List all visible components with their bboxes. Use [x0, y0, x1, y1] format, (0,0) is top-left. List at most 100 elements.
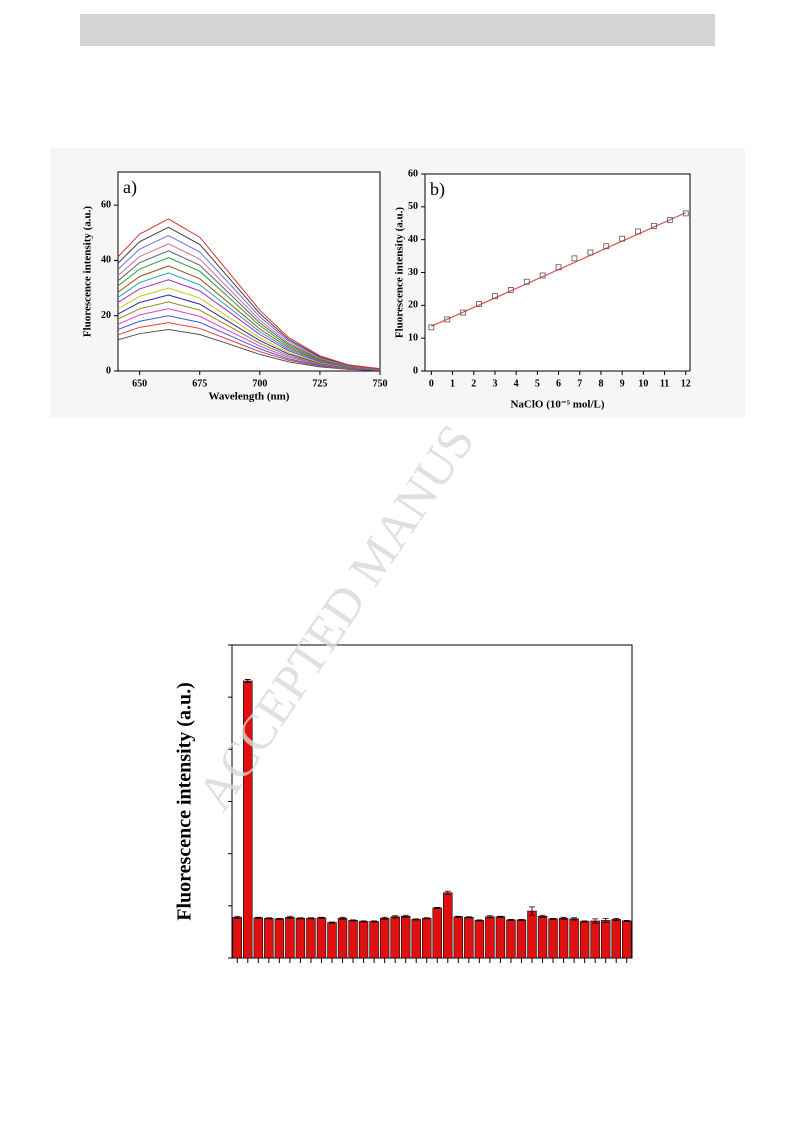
x-tick-label: 12	[681, 378, 691, 389]
data-point	[682, 210, 689, 217]
data-point	[444, 316, 451, 323]
bar	[316, 917, 327, 959]
spectrum-line	[117, 226, 381, 370]
bar	[232, 917, 242, 959]
y-axis-label: Fluorescence intensity (a.u.)	[82, 206, 94, 338]
error-bar	[613, 917, 620, 921]
error-bar	[276, 917, 283, 920]
y-tick-label: 40	[408, 234, 418, 245]
y-tick-label: 50	[408, 201, 418, 212]
bar	[285, 917, 295, 959]
bar	[422, 918, 432, 959]
data-point	[476, 301, 482, 307]
bar	[537, 915, 548, 959]
bar	[411, 919, 421, 959]
bar	[432, 907, 442, 959]
data-point	[555, 264, 562, 271]
y-tick-label: 60	[101, 199, 111, 210]
y-tick-label: 10	[408, 332, 418, 343]
error-bar	[571, 917, 578, 921]
x-tick-label: 725	[312, 378, 327, 389]
error-bar	[413, 918, 420, 921]
bar	[327, 922, 337, 959]
error-bar	[539, 914, 546, 918]
error-bar	[455, 915, 462, 918]
y-tick-label: 0	[413, 365, 418, 376]
x-tick-label: 9	[620, 378, 625, 389]
bar	[295, 918, 306, 959]
x-tick-label: 750	[373, 378, 388, 389]
y-tick-label: 20	[408, 300, 418, 311]
spectrum-line	[117, 243, 381, 370]
error-bar	[286, 915, 293, 919]
x-axis-label: Wavelength (nm)	[209, 391, 290, 403]
bar	[264, 918, 274, 959]
error-bar	[592, 918, 599, 924]
x-tick-label: 11	[660, 378, 669, 389]
data-point	[539, 272, 546, 279]
x-tick-label: 10	[638, 378, 648, 389]
error-bar	[402, 914, 409, 918]
x-tick-label: 7	[577, 378, 582, 389]
error-bar	[392, 915, 399, 919]
y-tick-label: 40	[101, 255, 111, 266]
error-bar	[560, 916, 567, 920]
error-bar	[350, 919, 357, 922]
bar	[369, 921, 379, 959]
spectrum-line	[117, 315, 381, 371]
data-point	[587, 249, 594, 256]
x-tick-label: 2	[471, 378, 476, 389]
spectrum-line	[117, 301, 381, 371]
y-axis-label: Fluorescence intensity (a.u.)	[174, 682, 196, 921]
error-bar	[265, 917, 272, 920]
bar	[337, 918, 348, 959]
error-bar	[255, 916, 262, 919]
data-point	[619, 235, 626, 242]
data-point	[460, 309, 467, 316]
x-tick-label: 8	[598, 378, 603, 389]
error-bar	[623, 920, 630, 922]
bar	[495, 916, 506, 959]
bar	[306, 918, 316, 959]
bar	[569, 918, 579, 959]
x-tick-label: 675	[192, 378, 207, 389]
error-bar	[371, 920, 378, 923]
x-tick-label: 3	[492, 378, 497, 389]
error-bar	[602, 917, 609, 923]
y-tick-label: 30	[408, 267, 418, 278]
spectrum-line	[117, 329, 381, 371]
bar	[379, 918, 390, 959]
spectrum-line	[117, 218, 381, 370]
error-bar	[234, 915, 241, 919]
bar	[274, 918, 285, 959]
error-bar	[360, 920, 367, 923]
bar	[516, 919, 527, 959]
bar	[600, 920, 611, 959]
spectrum-line	[117, 257, 381, 370]
bar	[558, 918, 569, 959]
y-tick-label: 60	[408, 168, 418, 179]
bar	[527, 910, 537, 959]
spectrum-line	[117, 279, 381, 371]
error-bar	[434, 906, 441, 909]
data-point	[666, 217, 673, 223]
error-bar	[550, 917, 557, 920]
data-point	[635, 228, 641, 235]
error-bar	[518, 918, 525, 921]
bar	[485, 916, 495, 959]
bar	[464, 917, 474, 959]
x-axis-label: NaClO (10⁻⁵ mol/L)	[510, 399, 604, 411]
error-bar	[244, 679, 251, 683]
spectrum-line	[117, 265, 381, 370]
data-point	[651, 222, 657, 229]
bar	[400, 915, 411, 959]
bar	[579, 921, 590, 959]
plot-frame	[424, 173, 691, 372]
x-tick-label: 4	[514, 378, 519, 389]
bar	[358, 921, 369, 959]
error-bar	[476, 919, 483, 922]
bar	[443, 892, 453, 959]
spectrum-line	[117, 287, 381, 371]
